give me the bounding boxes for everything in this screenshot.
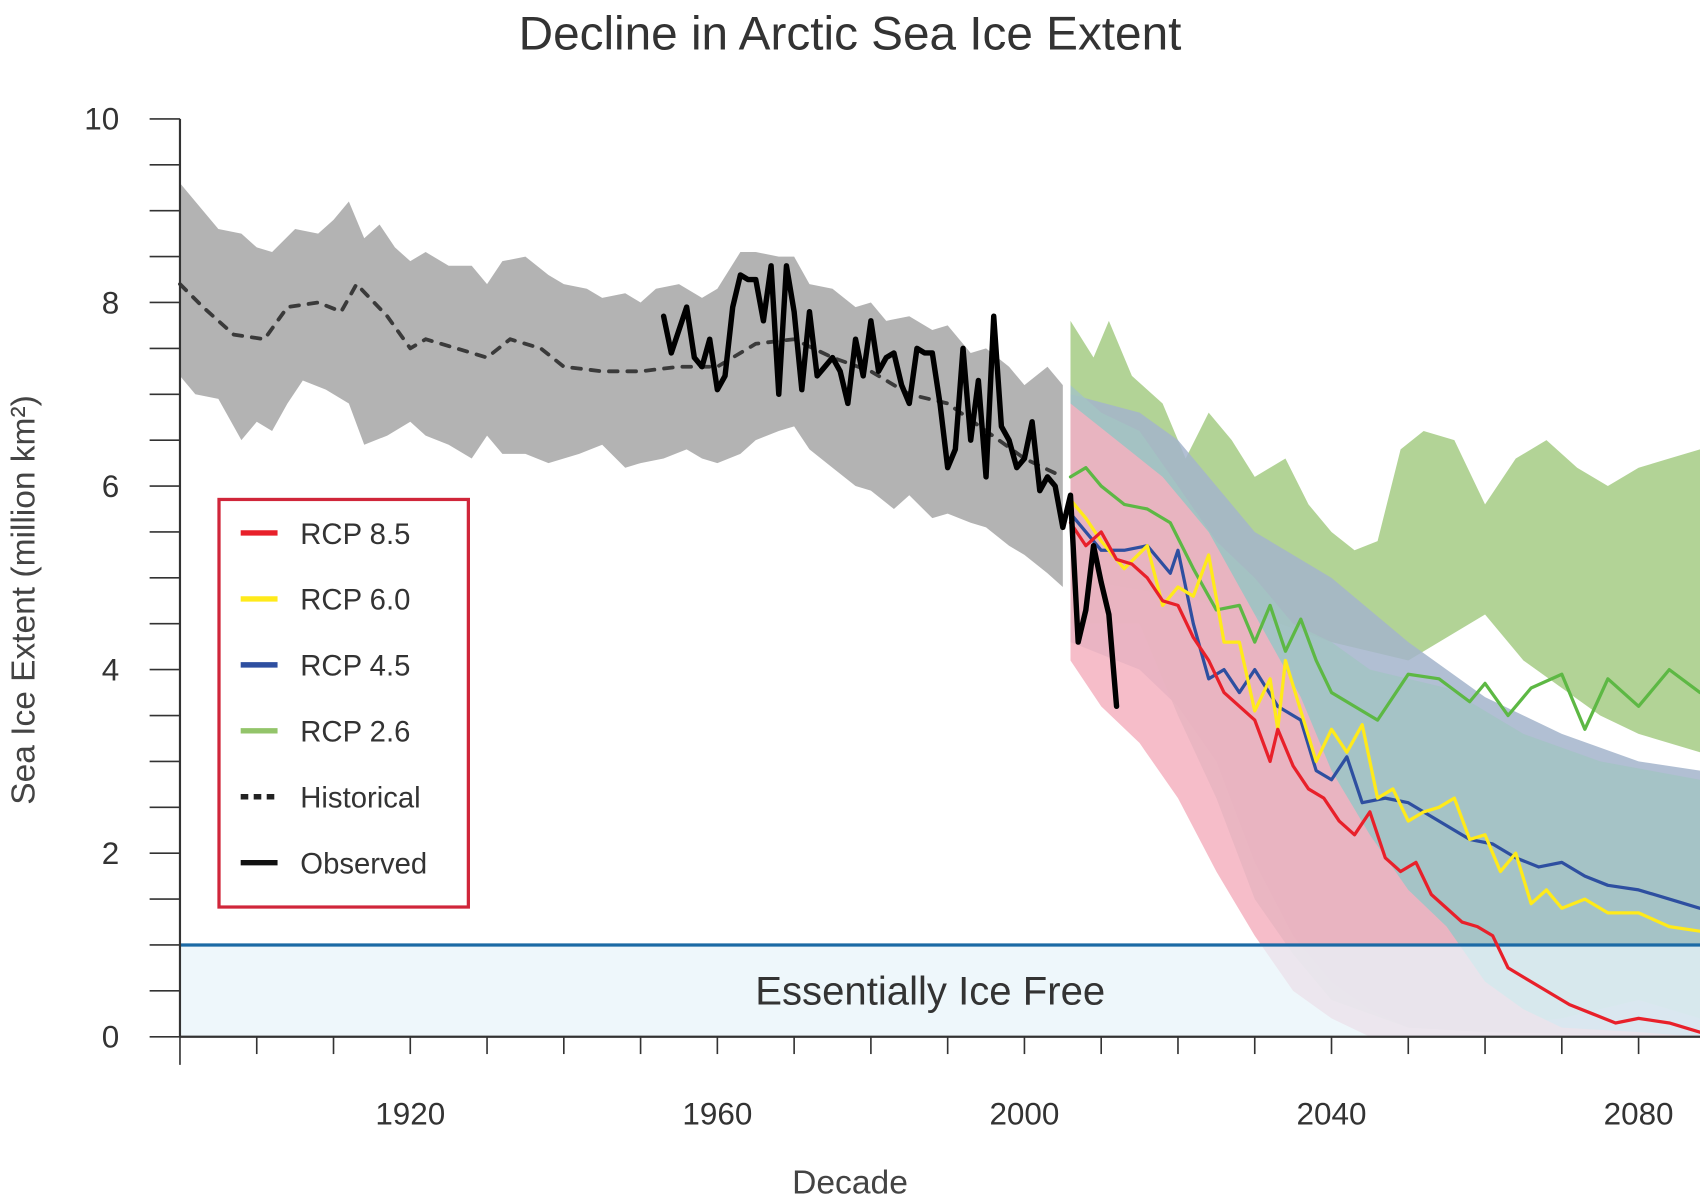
ice-free-zone — [179, 943, 1700, 1037]
y-tick-label: 4 — [102, 652, 119, 687]
ice-free-label: Essentially Ice Free — [755, 969, 1105, 1013]
y-tick-label: 2 — [102, 836, 119, 871]
y-tick-label: 8 — [102, 285, 119, 320]
y-tick-label: 0 — [102, 1020, 119, 1055]
legend-box — [217, 497, 470, 909]
y-axis-title: Sea Ice Extent (million km²) — [6, 395, 43, 805]
line-historical — [178, 282, 1065, 479]
legend: RCP 8.5 RCP 6.0 RCP 4.5 RCP 2.6 Historical Ob… — [217, 497, 470, 909]
chart-title: Decline in Arctic Sea Ice Extent — [519, 8, 1182, 61]
band-historical — [179, 183, 1063, 588]
x-axis-title: Decade — [792, 1165, 908, 1200]
band-rcp-8-5 — [1070, 403, 1700, 1037]
band-rcp-2-6 — [1070, 320, 1700, 753]
x-tick-label: 1920 — [375, 1096, 445, 1131]
line-rcp-2-6 — [1068, 466, 1700, 731]
line-rcp-8-5 — [1068, 521, 1700, 1034]
ice-free-fill — [179, 944, 1700, 1037]
y-tick-label: 10 — [84, 102, 119, 137]
x-tick-label: 2000 — [989, 1096, 1059, 1131]
axes: 0 2 4 6 8 10 1920 1960 2000 2040 2080 — [84, 102, 1700, 1131]
line-observed — [660, 263, 1120, 710]
line-rcp-4-5 — [1068, 511, 1700, 910]
x-tick-label: 1960 — [682, 1096, 752, 1131]
x-tick-label: 2040 — [1297, 1096, 1367, 1131]
legend-label-observed: Observed — [300, 849, 427, 881]
y-tick-label: 6 — [102, 469, 119, 504]
series-lines — [178, 263, 1700, 1034]
legend-label-rcp-8-5: RCP 8.5 — [300, 519, 410, 551]
legend-label-historical: Historical — [300, 783, 420, 815]
legend-label-rcp-6-0: RCP 6.0 — [300, 585, 410, 617]
x-tick-label: 2080 — [1604, 1096, 1674, 1131]
line-rcp-6-0 — [1068, 498, 1700, 933]
legend-label-rcp-2-6: RCP 2.6 — [300, 717, 410, 749]
legend-label-rcp-4-5: RCP 4.5 — [300, 651, 410, 683]
